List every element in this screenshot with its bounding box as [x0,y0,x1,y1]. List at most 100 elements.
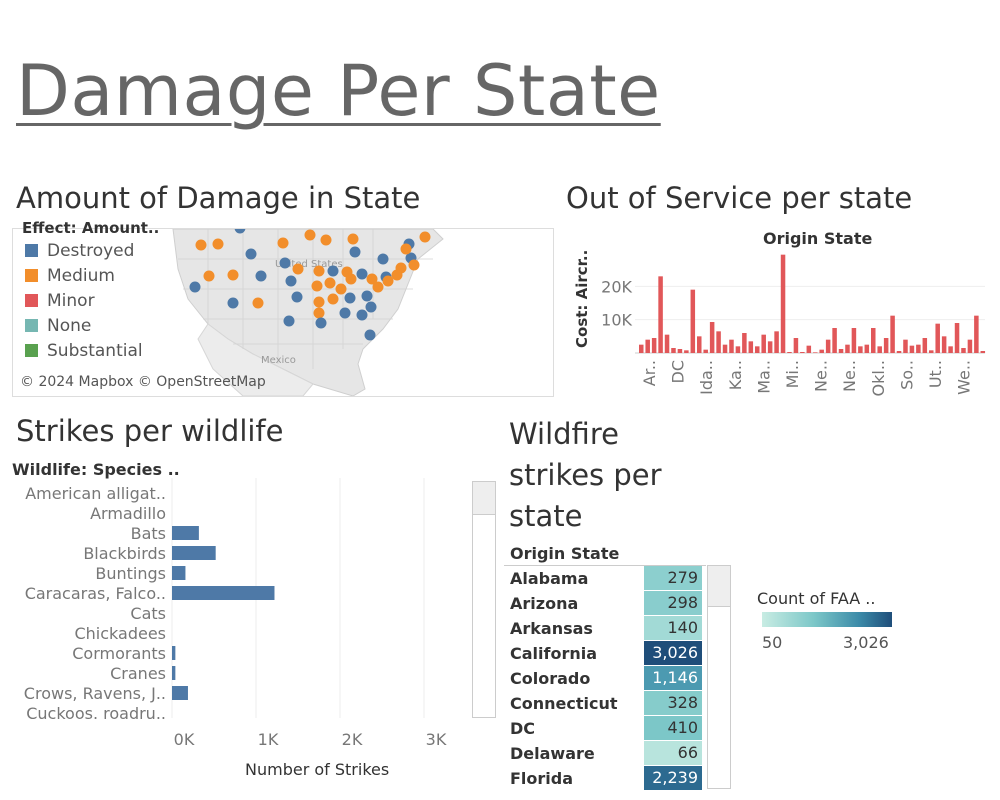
heatmap-row[interactable]: California 3,026 [504,641,704,666]
oos-x-tick-label: DC [669,360,688,384]
wildlife-category-label: Cormorants [72,644,166,663]
legend-swatch-medium [25,269,38,282]
wildlife-category-label: Chickadees [74,624,166,643]
heatmap-cell[interactable]: 279 [644,566,702,590]
wildfire-scrollbar[interactable] [707,565,731,789]
map-point [408,259,420,271]
heatmap-state-label: California [510,644,598,663]
oos-bar [974,315,979,353]
map-point [285,275,297,287]
heatmap-state-label: Delaware [510,744,595,763]
map-neighbor-label: Mexico [261,355,296,366]
map-point [377,253,389,265]
heatmap-row[interactable]: Colorado 1,146 [504,666,704,691]
oos-chart[interactable]: Cost: Aircr.. 10K 20K Ar.. DC Ida.. Ka.. Ma..… [565,248,995,408]
map-point [400,243,412,255]
heatmap-row[interactable]: Alabama 279 [504,566,704,591]
heatmap-row[interactable]: Connecticut 328 [504,691,704,716]
map-point [391,269,403,281]
map-point [324,277,336,289]
heatmap-state-label: Arizona [510,594,579,613]
legend-item-none[interactable]: None [25,316,143,341]
heatmap-cell[interactable]: 410 [644,716,702,740]
heatmap-cell[interactable]: 298 [644,591,702,615]
oos-bar [871,328,876,353]
oos-bar [787,352,792,353]
oos-x-tick-label: Ut.. [926,360,945,388]
oos-bar [877,346,882,353]
wildlife-sheet-title: Strikes per wildlife [16,414,284,448]
wildlife-scroll-thumb[interactable] [473,482,495,515]
heatmap-state-label: Alabama [510,569,589,588]
map-point [189,281,201,293]
oos-bar [903,339,908,353]
map-point [255,270,267,282]
damage-map[interactable]: United States Mexico [12,228,554,397]
legend-item-substantial[interactable]: Substantial [25,341,143,366]
heatmap-cell[interactable]: 66 [644,741,702,765]
wildfire-heatmap-table[interactable]: Alabama 279 Arizona 298 Arkansas 140 Californi… [504,565,706,790]
wildlife-category-label: American alligat.. [25,484,166,503]
map-point [361,290,373,302]
map-point [283,315,295,327]
oos-bar [716,331,721,353]
heatmap-row[interactable]: Arizona 298 [504,591,704,616]
map-attribution[interactable]: © 2024 Mapbox © OpenStreetMap [20,374,266,390]
oos-bar [819,349,824,353]
map-point [327,265,339,277]
legend-label: Minor [47,291,95,311]
wildfire-title-line: Wildfire [509,417,619,451]
legend-item-destroyed[interactable]: Destroyed [25,241,143,266]
heatmap-cell[interactable]: 1,146 [644,666,702,690]
oos-bar [748,341,754,353]
heatmap-cell[interactable]: 3,026 [644,641,702,665]
oos-y-tick-label: 20K [601,277,632,296]
map-point [327,293,339,305]
map-point [364,329,376,341]
legend-item-minor[interactable]: Minor [25,291,143,316]
oos-bar [896,351,902,353]
oos-bar [845,344,850,353]
oos-bar [735,346,741,353]
oos-bar [813,352,818,353]
oos-bar [697,336,702,353]
oos-bar [761,334,766,353]
map-point [234,229,246,234]
oos-bar [864,344,870,353]
wildfire-scroll-thumb[interactable] [708,566,730,607]
heatmap-row[interactable]: Florida 2,239 [504,766,704,791]
map-canvas[interactable]: United States Mexico [13,229,553,396]
heatmap-cell[interactable]: 140 [644,616,702,640]
oos-bar [651,338,657,353]
map-country-label: United States [275,259,343,270]
heatmap-row[interactable]: DC 410 [504,716,704,741]
heatmap-row[interactable]: Delaware 66 [504,741,704,766]
oos-bar [929,350,934,353]
oos-x-tick-label: Ida.. [697,360,716,395]
wildlife-scrollbar[interactable] [472,481,496,718]
oos-x-tick-label: Mi.. [783,360,802,388]
map-point [311,280,323,292]
map-point [382,275,394,287]
legend-item-medium[interactable]: Medium [25,266,143,291]
wildlife-x-tick-label: 0K [174,730,195,749]
wildlife-chart[interactable]: American alligat..ArmadilloBatsBlackbird… [0,478,470,753]
heatmap-cell[interactable]: 2,239 [644,766,702,790]
oos-bar [639,344,644,353]
oos-bar [858,346,863,353]
heatmap-row[interactable]: Arkansas 140 [504,616,704,641]
map-point [212,238,224,250]
wildlife-bar [172,666,176,680]
wildlife-x-tick-label: 3K [426,730,447,749]
oos-x-tick-label: Ma.. [754,360,773,394]
oos-bar [671,348,676,353]
oos-bar [825,339,831,353]
oos-bar [793,338,799,353]
legend-swatch-destroyed [25,244,38,257]
heatmap-state-label: Florida [510,769,574,788]
map-legend-title: Effect: Amount.. [22,219,160,237]
color-legend-max: 3,026 [843,633,889,652]
heatmap-cell[interactable]: 328 [644,691,702,715]
map-point [365,301,377,313]
oos-bar [941,336,947,353]
